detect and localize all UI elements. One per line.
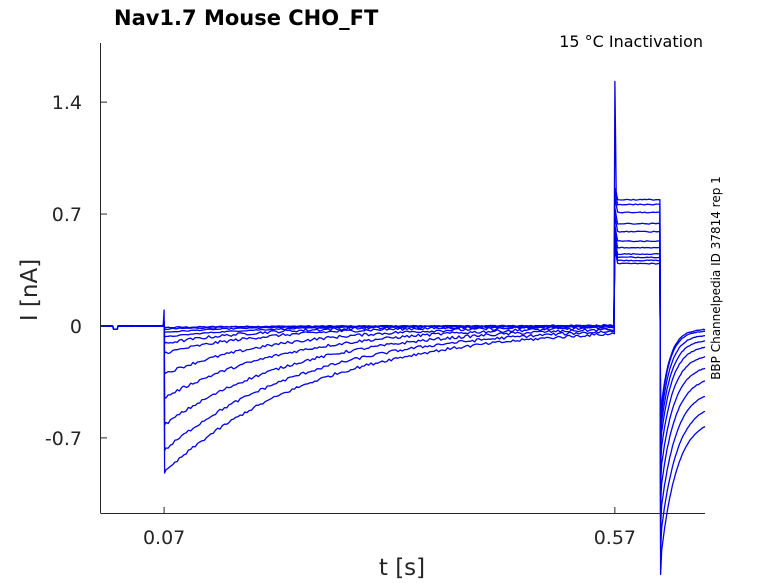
y-tick-label: 0.7 [52, 204, 82, 226]
current-trace [101, 80, 706, 576]
data-traces [101, 80, 706, 576]
y-tick-label: -0.7 [45, 428, 82, 450]
current-trace [101, 230, 706, 451]
chart-title: Nav1.7 Mouse CHO_FT [114, 6, 379, 30]
x-tick-label: 0.57 [594, 527, 636, 549]
y-axis-label: I [nA] [17, 259, 43, 321]
x-ticks: 0.07 0.57 [143, 507, 636, 549]
current-trace [101, 215, 706, 484]
x-tick-label: 0.07 [143, 527, 185, 549]
current-trace [101, 187, 706, 551]
chart-subtitle: 15 °C Inactivation [559, 32, 703, 51]
current-trace [101, 207, 706, 504]
current-trace [101, 195, 706, 528]
y-tick-label: 0 [70, 316, 82, 338]
y-ticks: 1.4 0.7 0 -0.7 [45, 92, 107, 450]
channelpedia-id-note: BBP Channelpedia ID 37814 rep 1 [709, 176, 723, 380]
current-trace [101, 224, 706, 466]
y-tick-label: 1.4 [52, 92, 82, 114]
x-axis-label: t [s] [379, 555, 425, 581]
